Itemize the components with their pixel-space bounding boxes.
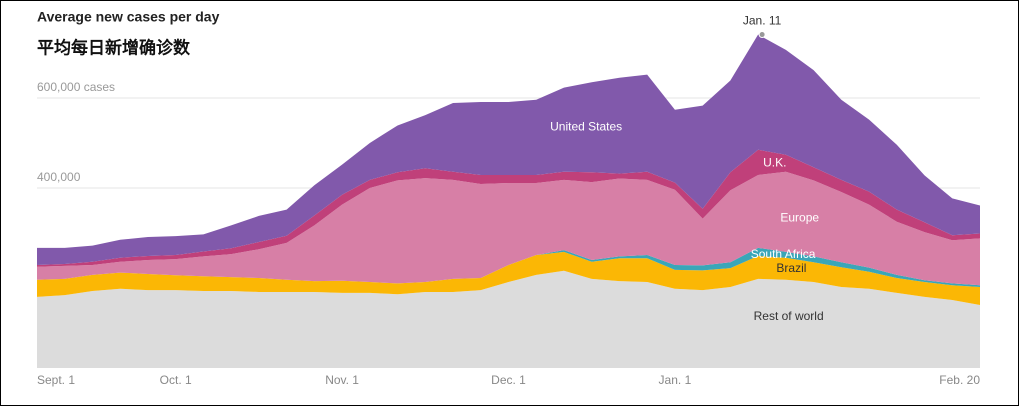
series-label: Brazil [776,261,806,275]
area [37,171,980,286]
chart-subtitle: 平均每日新增确诊数 [37,37,191,57]
x-tick-label: Nov. 1 [325,373,359,387]
area [37,149,980,267]
peak-marker [758,31,766,39]
y-tick-label: 400,000 [37,170,81,184]
chart-title: Average new cases per day [37,9,220,25]
series-label: Europe [780,211,819,225]
series-label: South Africa [751,247,816,261]
x-tick-label: Feb. 20 [939,373,980,387]
series-label: U.K. [763,155,786,169]
area [37,34,980,265]
y-tick-label: 600,000 cases [37,80,115,94]
x-tick-label: Dec. 1 [491,373,526,387]
series-label: United States [550,119,622,133]
area [37,251,980,305]
series-label: Rest of world [754,309,824,323]
x-tick-label: Sept. 1 [37,373,75,387]
x-tick-label: Jan. 1 [659,373,692,387]
areas [37,34,980,368]
area [37,247,980,287]
x-tick-label: Oct. 1 [160,373,192,387]
annotation: Jan. 11 [743,14,782,28]
area [37,270,980,368]
